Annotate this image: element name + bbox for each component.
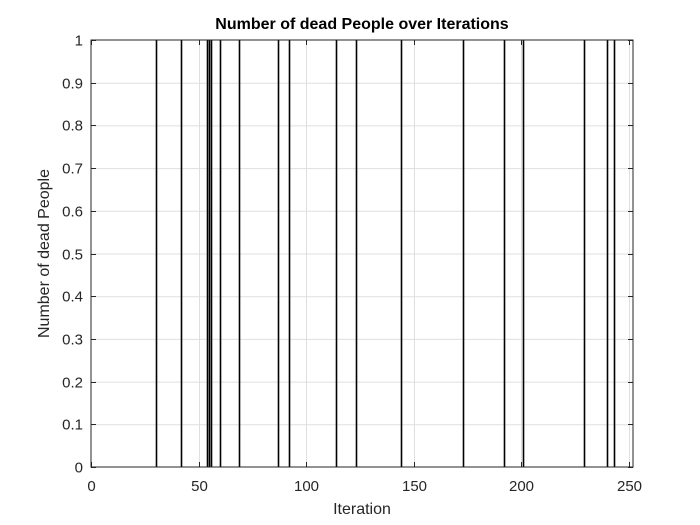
x-tick-label: 250 bbox=[617, 478, 642, 495]
x-tick-label: 150 bbox=[402, 478, 427, 495]
y-tick-label: 0.6 bbox=[62, 204, 83, 221]
x-tick-label: 100 bbox=[294, 478, 319, 495]
y-tick-label: 0.7 bbox=[62, 161, 83, 178]
y-tick-label: 1 bbox=[75, 33, 83, 50]
y-tick-label: 0.4 bbox=[62, 289, 83, 306]
y-tick-label: 0.1 bbox=[62, 417, 83, 434]
x-tick-label: 50 bbox=[191, 478, 208, 495]
x-tick-label: 0 bbox=[87, 478, 95, 495]
chart-title: Number of dead People over Iterations bbox=[215, 16, 509, 33]
y-tick-label: 0.3 bbox=[62, 332, 83, 349]
y-tick-label: 0.5 bbox=[62, 247, 83, 264]
labels-layer: 0 0.1 0.2 0.3 0.4 0.5 0.6 0.7 0.8 0.9 1 0 50 100 150 20… bbox=[62, 33, 642, 496]
ticks-layer bbox=[91, 40, 633, 468]
grid-layer bbox=[91, 40, 633, 467]
y-axis-label: Number of dead People bbox=[36, 169, 53, 338]
y-tick-label: 0 bbox=[75, 460, 83, 477]
y-tick-label: 0.9 bbox=[62, 76, 83, 93]
plot-frame bbox=[90, 39, 634, 468]
y-tick-label: 0.2 bbox=[62, 375, 83, 392]
x-tick-label: 200 bbox=[509, 478, 534, 495]
x-axis-label: Iteration bbox=[333, 501, 391, 518]
y-tick-label: 0.8 bbox=[62, 118, 83, 135]
bars-layer bbox=[155, 40, 616, 467]
